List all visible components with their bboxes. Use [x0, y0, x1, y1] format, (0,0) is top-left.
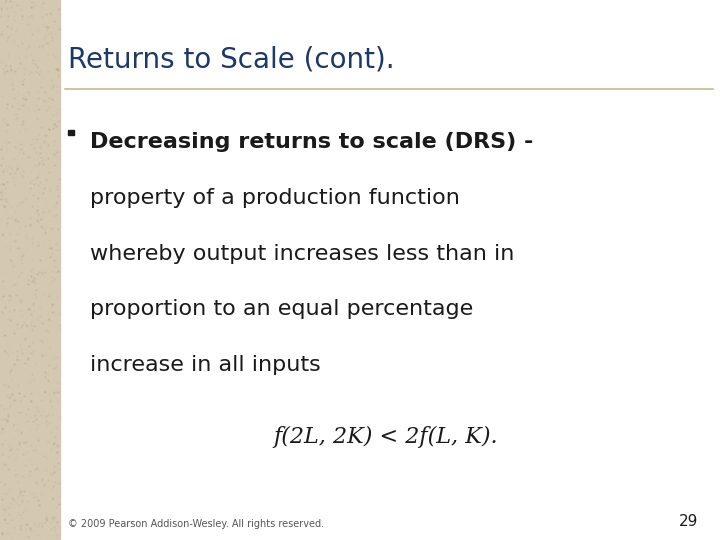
- Bar: [68, 130, 74, 135]
- Text: proportion to an equal percentage: proportion to an equal percentage: [90, 299, 473, 319]
- Text: increase in all inputs: increase in all inputs: [90, 355, 320, 375]
- Text: © 2009 Pearson Addison-Wesley. All rights reserved.: © 2009 Pearson Addison-Wesley. All right…: [68, 519, 325, 529]
- Text: property of a production function: property of a production function: [90, 188, 460, 208]
- Text: f(2L, 2K) < 2f(L, K).: f(2L, 2K) < 2f(L, K).: [274, 427, 498, 448]
- Bar: [0, 0, 60, 540]
- Text: Decreasing returns to scale (DRS) -: Decreasing returns to scale (DRS) -: [90, 132, 534, 152]
- Text: whereby output increases less than in: whereby output increases less than in: [90, 244, 514, 264]
- Text: Returns to Scale (cont).: Returns to Scale (cont).: [68, 46, 395, 74]
- Text: 29: 29: [679, 514, 698, 529]
